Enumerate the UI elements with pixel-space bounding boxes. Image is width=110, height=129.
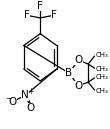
Text: O: O	[74, 55, 83, 65]
Text: CH₃: CH₃	[95, 52, 108, 58]
Text: −: −	[5, 94, 11, 103]
Text: O: O	[74, 81, 83, 91]
Text: O: O	[27, 103, 35, 113]
Text: B: B	[65, 68, 72, 78]
Text: F: F	[51, 10, 57, 21]
Text: +: +	[27, 87, 34, 96]
Text: N: N	[21, 90, 29, 100]
Text: F: F	[37, 1, 43, 11]
Text: F: F	[24, 10, 30, 21]
Text: CH₃: CH₃	[95, 88, 108, 94]
Text: CH₃: CH₃	[95, 66, 108, 72]
Text: CH₃: CH₃	[95, 74, 108, 80]
Text: O: O	[8, 96, 17, 107]
